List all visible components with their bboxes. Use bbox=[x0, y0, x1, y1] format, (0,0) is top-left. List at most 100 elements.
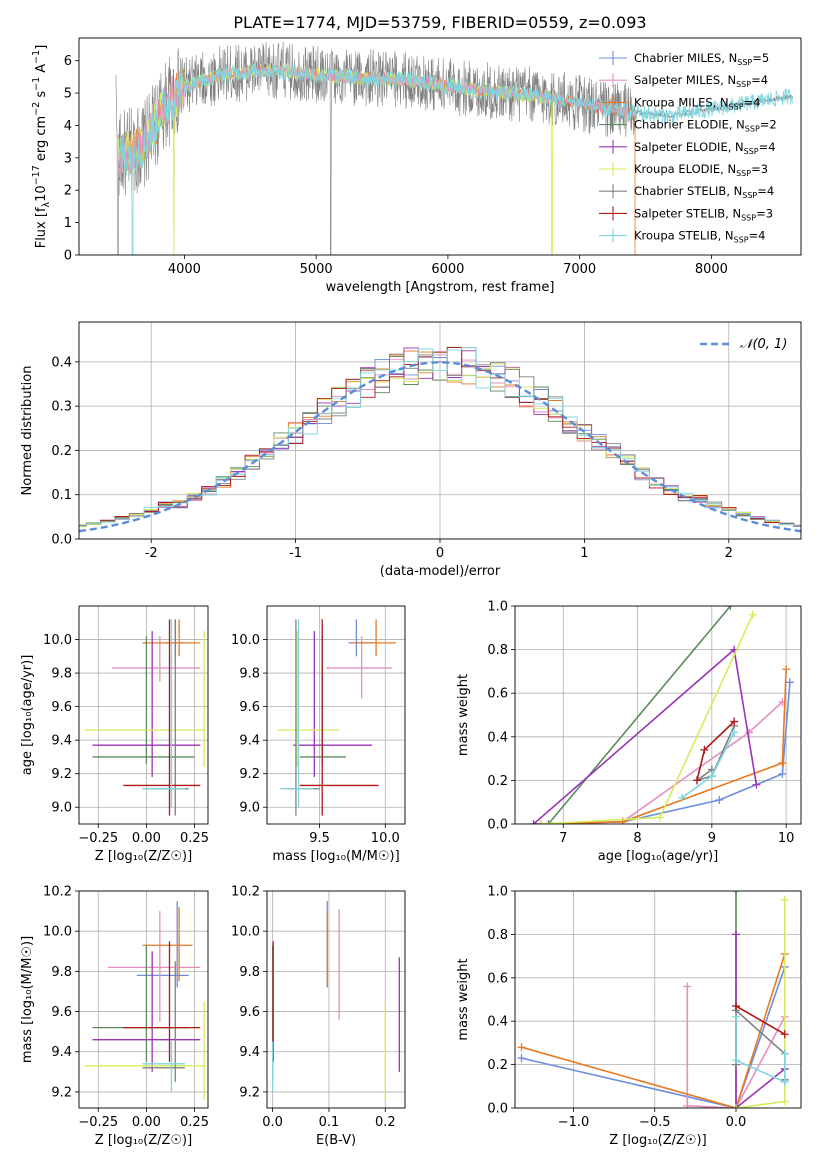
weight-point-marker bbox=[732, 1104, 740, 1108]
mass_vs_Z-xtick-label: −0.25 bbox=[78, 1115, 118, 1130]
weight-point-marker bbox=[752, 780, 761, 789]
mass_vs_ebv-plot-area bbox=[267, 891, 405, 1108]
weight-point-marker bbox=[517, 1043, 526, 1052]
legend-label: Kroupa ELODIE, N bbox=[634, 162, 736, 176]
weight-point-marker bbox=[707, 772, 716, 781]
legend-label: Salpeter ELODIE, N bbox=[634, 140, 744, 154]
weight_vs_age-xlabel: age [log₁₀(age/yr)] bbox=[598, 849, 719, 864]
spectrum-panel: 4000 5000 6000 7000 8000 0 1 2 3 4 5 6 wavelength [A… bbox=[31, 37, 802, 295]
weight-point-marker bbox=[517, 1054, 526, 1063]
age_vs_Z-xlabel: Z [log₁₀(Z/Z☉)] bbox=[95, 849, 192, 864]
weight-point-marker bbox=[778, 758, 787, 767]
figure-title: PLATE=1774, MJD=53759, FIBERID=0559, z=0… bbox=[233, 13, 646, 32]
age_vs_mass-ytick-label: 9.6 bbox=[239, 700, 260, 715]
weight_vs_age-xtick-label: 9 bbox=[708, 831, 716, 846]
age_vs_mass-ytick-label: 10.0 bbox=[231, 633, 260, 648]
residual_hist-xlabel: (data-model)/error bbox=[380, 564, 501, 579]
spectrum-ytick-label: 0 bbox=[64, 249, 72, 264]
mass_vs_ebv-xtick-label: 0.2 bbox=[375, 1115, 396, 1130]
weight_vs_age-ytick-label: 0.4 bbox=[487, 730, 508, 745]
weight-point-marker bbox=[726, 606, 735, 610]
spectrum-xlabel: wavelength [Angstrom, rest frame] bbox=[326, 280, 555, 295]
weight-point-marker bbox=[780, 1049, 789, 1058]
residual_hist-xtick-label: 2 bbox=[725, 546, 733, 561]
legend-sub: SSP bbox=[737, 58, 752, 67]
legend-sub: SSP bbox=[742, 191, 757, 200]
weight_vs_age-ylabel: mass weight bbox=[456, 674, 471, 756]
weight_vs_Z-xtick-label: −1.0 bbox=[558, 1115, 590, 1130]
residual_hist-xtick-label: 0 bbox=[436, 546, 444, 561]
legend-sub: SSP bbox=[745, 125, 760, 134]
weight-point-marker bbox=[780, 1097, 789, 1106]
weight-point-marker bbox=[732, 1002, 740, 1011]
weight_vs_age-ytick-label: 0.8 bbox=[487, 643, 508, 658]
weight-series-line bbox=[735, 1016, 786, 1084]
legend-entry: Salpeter STELIB, NSSP=3 bbox=[634, 206, 773, 222]
legend-sub: SSP bbox=[736, 169, 751, 178]
weight_vs_age-plot-area bbox=[515, 606, 801, 824]
weight-point-marker bbox=[748, 610, 757, 619]
mass_vs_Z-ytick-label: 9.2 bbox=[51, 1085, 72, 1100]
residual_hist-ytick-label: 0.1 bbox=[51, 488, 72, 503]
mass_vs_Z-panel: −0.25 0.00 0.25 9.2 9.4 9.6 9.8 10.0 10.2 Z [log₁… bbox=[20, 885, 209, 1149]
legend-sub: SSP bbox=[729, 102, 744, 111]
weight-series-line bbox=[735, 934, 786, 1108]
spectrum-ytick-label: 2 bbox=[64, 184, 72, 199]
weight-series-line bbox=[735, 1005, 786, 1035]
weight_vs_Z-xtick-label: 0.0 bbox=[726, 1115, 747, 1130]
residual_hist-ytick-label: 0.2 bbox=[51, 444, 72, 459]
weight_vs_age-panel: 7 8 9 10 0.0 0.2 0.4 0.6 0.8 1.0 age [log₁₀(age/yr… bbox=[456, 600, 802, 864]
mass_vs_ebv-xtick-label: 0.0 bbox=[262, 1115, 283, 1130]
mass_vs_ebv-ytick-label: 9.6 bbox=[239, 1005, 260, 1020]
weight-point-marker bbox=[678, 793, 687, 802]
weight-point-marker bbox=[683, 1101, 692, 1108]
weight_vs_Z-frame bbox=[514, 890, 802, 1109]
legend-label: Chabrier STELIB, N bbox=[634, 184, 742, 198]
legend-entry: Salpeter ELODIE, NSSP=4 bbox=[634, 140, 776, 156]
mass_vs_Z-ytick-label: 9.8 bbox=[51, 965, 72, 980]
legend-entry: Kroupa STELIB, NSSP=4 bbox=[634, 229, 765, 245]
age_vs_mass-xtick-label: 9.5 bbox=[309, 831, 330, 846]
weight_vs_Z-ytick-label: 0.2 bbox=[487, 1058, 508, 1073]
weight-point-marker bbox=[780, 895, 789, 904]
weight_vs_age-xtick-label: 10 bbox=[778, 831, 795, 846]
mass_vs_ebv-ytick-label: 9.2 bbox=[239, 1085, 260, 1100]
weight-point-marker bbox=[732, 1056, 740, 1065]
age_vs_Z-ytick-label: 10.0 bbox=[43, 633, 72, 648]
weight_vs_Z-ytick-label: 0.0 bbox=[487, 1102, 508, 1117]
spectrum-ytick-label: 5 bbox=[64, 87, 72, 102]
legend-entry: Kroupa MILES, NSSP=4 bbox=[634, 95, 760, 111]
age_vs_mass-ytick-label: 9.8 bbox=[239, 667, 260, 682]
residual_hist-ytick-label: 0.3 bbox=[51, 400, 72, 415]
weight-point-marker bbox=[537, 820, 545, 824]
mass_vs_ebv-ytick-label: 10.2 bbox=[231, 885, 260, 900]
weight-series-line bbox=[547, 606, 732, 824]
spectrum-ytick-label: 4 bbox=[64, 119, 72, 134]
weight-point-marker bbox=[780, 1077, 789, 1086]
model-spectrum-line bbox=[118, 62, 794, 255]
spectrum-ylabel-part: s bbox=[34, 91, 49, 102]
age_vs_Z-ylabel: age [log₁₀(age/yr)] bbox=[20, 655, 35, 776]
age_vs_mass-frame bbox=[266, 605, 406, 825]
spectrum-ytick-label: 6 bbox=[64, 54, 72, 69]
legend-sub: SSP bbox=[736, 80, 751, 89]
residual_hist-xtick-label: -1 bbox=[289, 546, 302, 561]
spectrum-xtick-label: 4000 bbox=[168, 262, 201, 277]
age_vs_mass-plot-area bbox=[267, 606, 405, 824]
legend-entry: Kroupa ELODIE, NSSP=3 bbox=[634, 162, 768, 178]
mass_vs_Z-ytick-label: 10.2 bbox=[43, 885, 72, 900]
age_vs_mass-xtick-label: 10.0 bbox=[371, 831, 400, 846]
mass_vs_Z-xlabel: Z [log₁₀(Z/Z☉)] bbox=[95, 1133, 192, 1148]
weight-point-marker bbox=[732, 1012, 740, 1021]
spectrum-ylabel-part: ] bbox=[34, 45, 49, 50]
mass_vs_Z-ylabel: mass [log₁₀(M/M☉)] bbox=[20, 936, 35, 1063]
weight-point-marker bbox=[693, 776, 701, 785]
age_vs_mass-ytick-label: 9.0 bbox=[239, 801, 260, 816]
spectrum-ylabel-part: 10 bbox=[34, 185, 49, 202]
age_vs_Z-panel: −0.25 0.00 0.25 9.0 9.2 9.4 9.6 9.8 10.0 Z [log₁₀… bbox=[20, 605, 209, 864]
weight-series-line bbox=[696, 725, 735, 782]
residual_hist-ytick-label: 0.4 bbox=[51, 355, 72, 370]
spectrum-xtick-label: 8000 bbox=[695, 262, 728, 277]
mass_vs_Z-ytick-label: 9.4 bbox=[51, 1045, 72, 1060]
